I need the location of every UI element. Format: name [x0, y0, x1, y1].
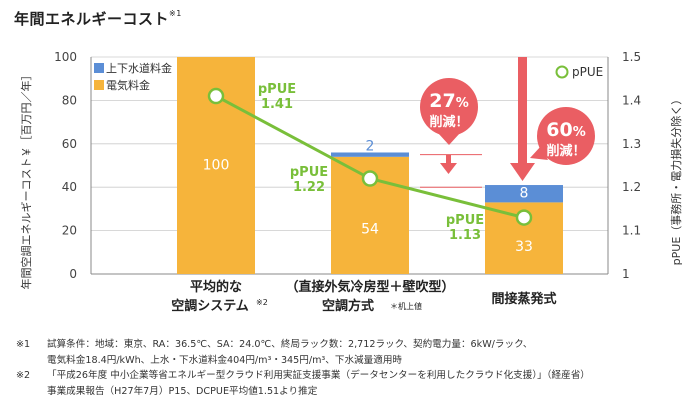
bar-water-3 [485, 185, 563, 203]
small-arrow-head [440, 163, 457, 174]
y-tick-label: 100 [54, 50, 77, 64]
pue-label-name-1: pPUE [258, 82, 296, 97]
legend-pue-label: pPUE [572, 65, 603, 79]
pue-label-value-1: 1.41 [261, 97, 293, 112]
chart-title: 年間エネルギーコスト※1 [14, 9, 182, 28]
pue-point-3 [515, 209, 533, 226]
pue-point-2 [361, 170, 379, 187]
category-label-2-note: ＊机上値 [390, 301, 422, 311]
callout-60-text: 削減！ [546, 143, 585, 159]
legend-water-swatch [94, 63, 104, 73]
footnote-1: ※1 試算条件：地域：東京、RA：36.5℃、SA：24.0℃、終局ラック数：2… [16, 337, 692, 368]
footnote-1-line-1: 試算条件：地域：東京、RA：36.5℃、SA：24.0℃、終局ラック数：2,71… [47, 339, 533, 350]
callout-27-percent: 27% [429, 90, 468, 112]
category-label-1-note: ※2 [256, 298, 268, 307]
pue-point-1 [207, 87, 225, 105]
category-label-1-line-2: 空調システム [171, 298, 249, 314]
callout-60-tail [530, 146, 548, 160]
legend-electric-label: 電気料金 [106, 78, 150, 92]
pue-label-value-3: 1.13 [449, 228, 481, 243]
footnote-2-mark: ※2 [16, 370, 31, 381]
category-label-3: 間接蒸発式 [491, 291, 556, 307]
y2-tick-label: 1.5 [622, 50, 641, 64]
energy-cost-chart: 0 20 40 60 80 100 1 1.1 1.2 1.3 1.4 1.5 年間空調エネルギーコスト… [19, 50, 683, 314]
big-arrow-shaft [518, 57, 527, 167]
footnote-2-line-2: 事業成果報告（H27年7月）P15、DCPUE平均値1.51より推定 [47, 385, 318, 397]
callout-27-tail [438, 133, 460, 145]
footnote-1-line-2: 電気料金18.4円/kWh、上水・下水道料金404円/m³・345円/m³、下水… [47, 354, 403, 366]
callout-60-bubble [537, 107, 595, 165]
big-arrow-head [510, 163, 535, 181]
small-arrow-shaft [446, 155, 451, 164]
y-tick-label: 20 [62, 224, 77, 238]
y2-tick-label: 1.1 [622, 224, 641, 238]
y2-tick-label: 1 [622, 267, 630, 281]
legend-electric-swatch [94, 80, 104, 90]
y2-tick-label: 1.3 [622, 137, 641, 151]
legend-water-label: 上下水道料金 [106, 61, 172, 75]
legend-pue-marker [555, 65, 569, 79]
y-tick-label: 60 [62, 137, 77, 151]
category-label-1-line-1: 平均的な [190, 279, 242, 295]
footnote-2: ※2 「平成26年度 中小企業等省エネルギー型クラウド利用実証支援事業（データセ… [16, 368, 692, 399]
y-axis-title: 年間空調エネルギーコスト￥［百万円／年］ [19, 70, 33, 290]
bar-water-value-2: 2 [366, 138, 375, 154]
pue-label-value-2: 1.22 [293, 180, 325, 195]
bar-water-2 [331, 152, 409, 157]
bar-electric-value-1: 100 [203, 158, 230, 174]
bar-water-value-3: 8 [520, 185, 529, 201]
y-tick-label: 40 [62, 180, 77, 194]
bar-electric-value-3: 33 [515, 239, 533, 255]
y-tick-label: 0 [69, 267, 77, 281]
y2-tick-label: 1.2 [622, 180, 641, 194]
title-footnote-mark: ※1 [169, 9, 182, 18]
y-tick-label: 80 [62, 93, 77, 107]
footnote-1-mark: ※1 [16, 339, 31, 350]
footnote-2-line-1: 「平成26年度 中小企業等省エネルギー型クラウド利用実証支援事業（データセンター… [47, 370, 590, 381]
category-label-2-line-2: 空調方式 [322, 298, 374, 314]
category-label-2-line-1: （直接外気冷房型＋壁吹型） [285, 279, 454, 295]
pue-label-name-3: pPUE [446, 213, 484, 228]
callout-27-text: 削減！ [429, 114, 468, 130]
y2-axis-title: pPUE（事務所・電力損失分除く） [669, 94, 683, 266]
y2-tick-label: 1.4 [622, 93, 641, 107]
pue-label-name-2: pPUE [290, 165, 328, 180]
callout-60-percent: 60% [546, 119, 585, 141]
callout-27-bubble [420, 78, 478, 136]
footnotes: ※1 試算条件：地域：東京、RA：36.5℃、SA：24.0℃、終局ラック数：2… [16, 337, 692, 399]
bar-electric-value-2: 54 [361, 221, 379, 237]
